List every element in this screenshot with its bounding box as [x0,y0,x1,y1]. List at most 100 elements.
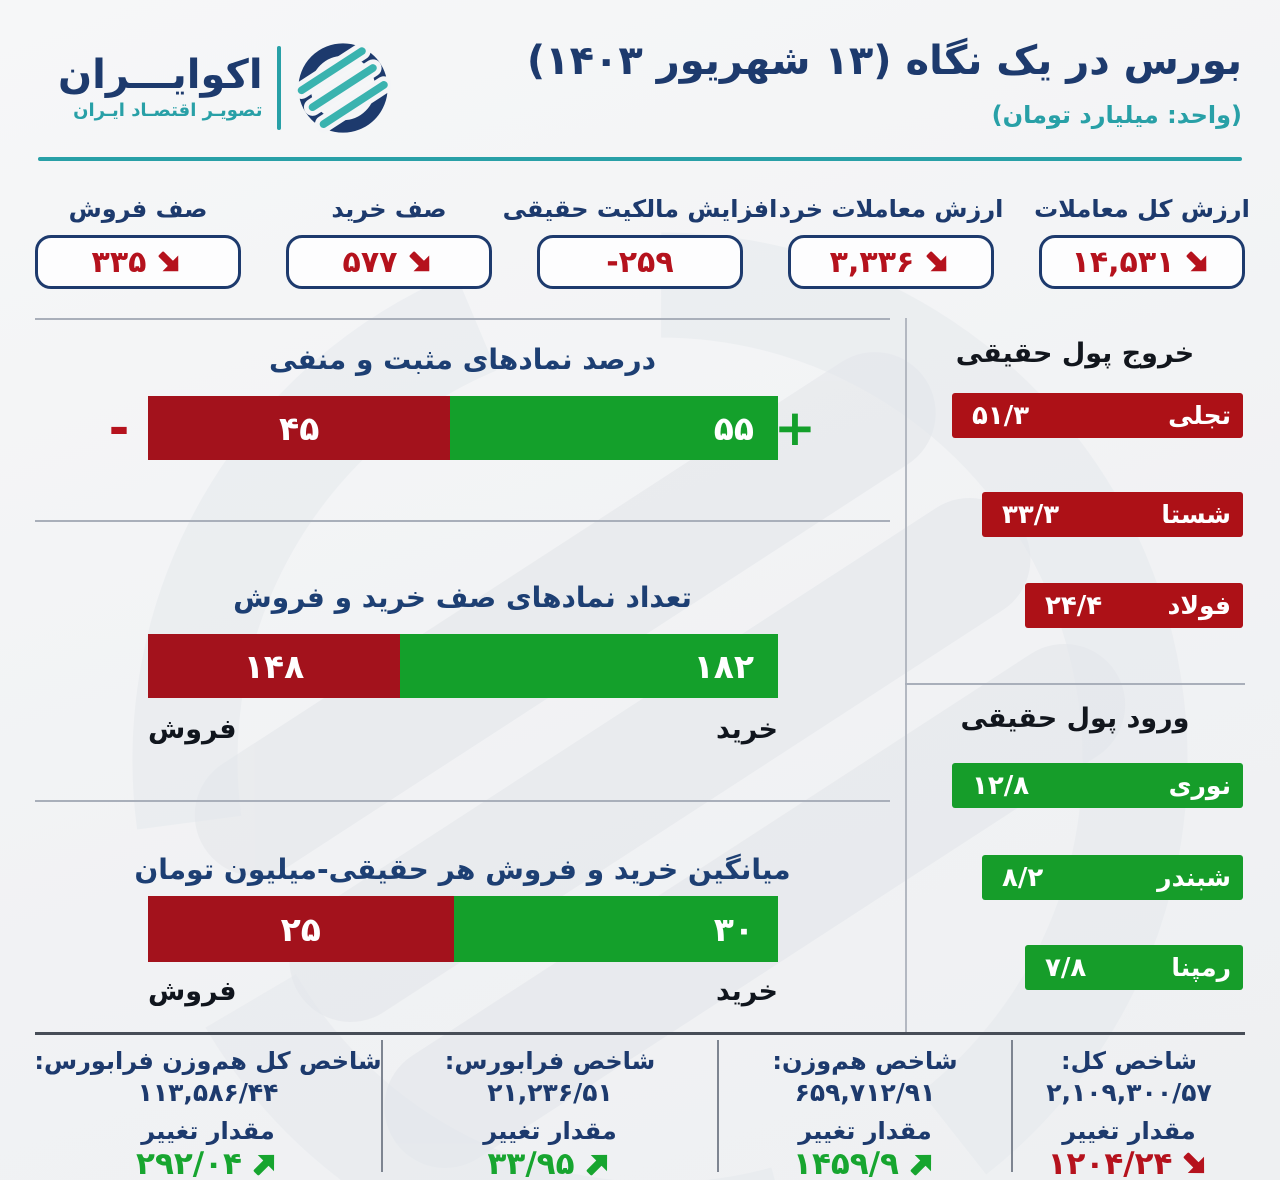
chart-title: درصد نمادهای مثبت و منفی [269,343,656,376]
bar-category-labels: فروش خرید [148,714,778,745]
unit-note: (واحد: میلیارد تومان) [991,101,1242,129]
header-rule [38,157,1242,161]
minus-sign: - [108,399,130,457]
section-divider [35,800,890,802]
buy-label: خرید [716,714,778,745]
header: بورس در یک نگاه (۱۳ شهریور ۱۴۰۳) (واحد: … [527,34,1242,130]
sell-bar-segment: ۲۵ [148,896,454,962]
index-farabourse: شاخص فرابورس: ۲۱,۲۳۶/۵۱ مقدار تغییر ۳۳/۹… [381,1040,717,1180]
ticker-name: تجلی [1168,401,1231,430]
stat-value-box: ۱۴,۵۳۱ [1039,235,1245,289]
stat-label: ارزش معاملات خرد [778,195,1004,223]
negative-value: ۴۵ [279,408,320,448]
index-value: ۱۱۳,۵۸۶/۴۴ [137,1078,279,1107]
brand-name: اکوایـــران [58,52,263,98]
index-equal-weight: شاخص هم‌وزن: ۶۵۹,۷۱۲/۹۱ مقدار تغییر ۱۴۵۹… [717,1040,1011,1180]
stat-real-ownership-increase: افزایش مالکیت حقیقی -۲۵۹ [503,192,777,289]
stat-label: صف فروش [68,195,208,223]
diverging-bar: ۴۵ ۵۵ [148,396,778,460]
sell-bar-segment: ۱۴۸ [148,634,400,698]
diverging-bar: ۲۵ ۳۰ [148,896,778,962]
index-total: شاخص کل: ۲,۱۰۹,۳۰۰/۵۷ مقدار تغییر ۱۲۰۴/۲… [1011,1040,1245,1180]
buy-value: ۳۰ [713,909,754,949]
index-change: ۳۳/۹۵ [488,1146,613,1180]
index-label: شاخص فرابورس: [444,1047,656,1075]
positive-value: ۵۵ [713,408,754,448]
index-change: ۲۹۲/۰۴ [136,1146,280,1180]
stat-label: ارزش کل معاملات [1034,195,1250,223]
footer-divider [35,1032,1245,1035]
ecoiran-logo-icon [294,42,391,133]
index-change: ۱۴۵۹/۹ [793,1146,937,1180]
ticker-value: ۲۴/۴ [1045,590,1103,621]
flow-section-divider [905,683,1245,685]
stat-value: ۳,۳۳۶ [829,244,915,280]
change-label: مقدار تغییر [1062,1117,1196,1145]
stat-buy-queue: صف خرید ۵۷۷ [286,192,492,289]
trend-down-icon [406,248,435,277]
change-label: مقدار تغییر [141,1117,275,1145]
change-value: ۱۲۰۴/۲۴ [1047,1146,1173,1180]
change-value: ۳۳/۹۵ [487,1146,575,1180]
index-value: ۶۵۹,۷۱۲/۹۱ [794,1078,936,1107]
ticker-value: ۳۳/۳ [1002,499,1060,530]
index-farabourse-equal-weight: شاخص کل هم‌وزن فرابورس: ۱۱۳,۵۸۶/۴۴ مقدار… [34,1040,382,1180]
ticker-name: شبندر [1157,863,1231,892]
outflow-item-foolad: فولاد ۲۴/۴ [1025,583,1243,628]
stat-label: افزایش مالکیت حقیقی [502,195,778,223]
ticker-value: ۱۲/۸ [972,770,1030,801]
index-label: شاخص کل: [1061,1047,1197,1075]
chart-buy-sell-queue-count: تعداد نمادهای صف خرید و فروش ۱۴۸ ۱۸۲ فرو… [35,576,890,745]
summary-stats: ارزش کل معاملات ۱۴,۵۳۱ ارزش معاملات خرد … [35,192,1250,289]
negative-bar-segment: ۴۵ [148,396,451,460]
trend-down-icon [1183,248,1212,277]
ticker-value: ۷/۸ [1045,952,1087,983]
section-divider [35,520,890,522]
inflow-title: ورود پول حقیقی [960,703,1190,734]
positive-bar-segment: ۵۵ [450,396,778,460]
index-label: شاخص هم‌وزن: [772,1047,958,1075]
stat-sell-queue: صف فروش ۳۳۵ [35,192,241,289]
buy-value: ۱۸۲ [693,646,754,686]
stat-value-box: -۲۵۹ [537,235,743,289]
index-value: ۲,۱۰۹,۳۰۰/۵۷ [1046,1078,1212,1107]
outflow-item-shasta: شستا ۳۳/۳ [982,492,1243,537]
inflow-item-shabandar: شبندر ۸/۲ [982,855,1243,900]
chart-positive-negative-symbols: درصد نمادهای مثبت و منفی - ۴۵ ۵۵ + [35,338,890,460]
chart-title: میانگین خرید و فروش هر حقیقی-میلیون توما… [134,853,791,886]
trend-up-icon [250,1149,280,1179]
stat-value: ۵۷۷ [342,244,398,280]
ticker-value: ۸/۲ [1002,862,1044,893]
ticker-name: فولاد [1167,591,1232,620]
logo-text: اکوایـــران تصویـر اقتصـاد ایـران [58,52,263,124]
buy-bar-segment: ۳۰ [453,896,778,962]
index-label: شاخص کل هم‌وزن فرابورس: [34,1047,382,1075]
buy-bar-segment: ۱۸۲ [400,634,778,698]
ticker-name: رمپنا [1171,953,1231,982]
money-flow-column: خروج پول حقیقی تجلی ۵۱/۳ شستا ۳۳/۳ فولاد… [905,318,1245,1032]
stat-value: ۳۳۵ [91,244,147,280]
bar-category-labels: فروش خرید [148,976,778,1007]
sell-value: ۱۴۸ [243,646,305,686]
buy-label: خرید [716,976,778,1007]
trend-down-icon [155,248,184,277]
stat-value-box: ۳,۳۳۶ [788,235,994,289]
stat-value: ۱۴,۵۳۱ [1071,244,1175,280]
change-value: ۱۴۵۹/۹ [793,1146,899,1180]
sell-label: فروش [148,714,237,745]
trend-up-icon [583,1149,613,1179]
plus-sign: + [774,399,816,457]
stat-retail-trade-value: ارزش معاملات خرد ۳,۳۳۶ [779,192,1003,289]
ticker-name: نوری [1168,771,1231,800]
outflow-title: خروج پول حقیقی [955,338,1195,369]
trend-down-icon [1180,1149,1210,1179]
change-label: مقدار تغییر [798,1117,932,1145]
diverging-bar: ۱۴۸ ۱۸۲ [148,634,778,698]
brand-tagline: تصویـر اقتصـاد ایـران [73,100,263,121]
brand-logo: اکوایـــران تصویـر اقتصـاد ایـران [58,40,391,136]
page-title: بورس در یک نگاه (۱۳ شهریور ۱۴۰۳) [526,38,1242,84]
stat-value-box: ۳۳۵ [35,235,241,289]
chart-title: تعداد نمادهای صف خرید و فروش [233,581,692,614]
sell-value: ۲۵ [280,909,321,949]
